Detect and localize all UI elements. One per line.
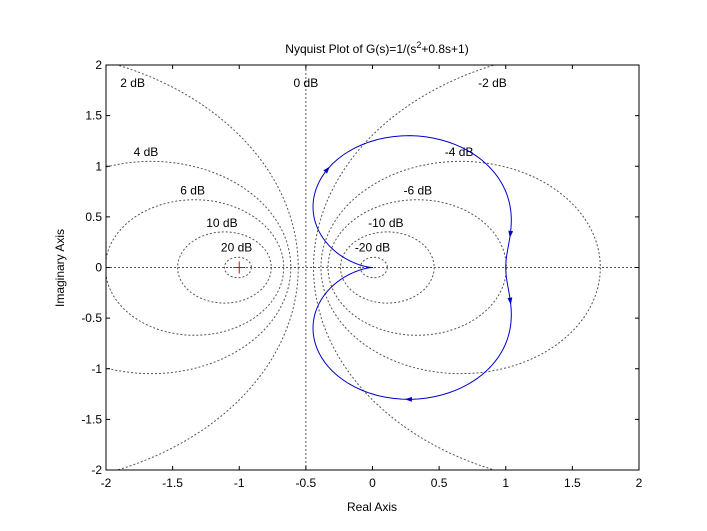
- x-tick-label: 2: [636, 476, 643, 490]
- m-circle-labels: 2 dB 0 dB -2 dB 4 dB -4 dB 6 dB -6 dB 10 dB -10 …: [120, 76, 506, 254]
- m-circle-label: 6 dB: [180, 184, 205, 198]
- direction-arrow: [507, 297, 513, 305]
- y-tick-label: -2: [91, 463, 102, 477]
- direction-arrow: [404, 396, 412, 402]
- y-axis-label: Imaginary Axis: [53, 229, 67, 307]
- chart-title: Nyquist Plot of G(s)=1/(s2+0.8s+1): [285, 40, 468, 56]
- nyquist-curve-layer: [312, 135, 514, 402]
- x-tick-label: -0.5: [296, 476, 317, 490]
- m-circle-grid: [106, 65, 639, 470]
- m-circle-label: 10 dB: [206, 216, 237, 230]
- x-tick-label: 0.5: [431, 476, 448, 490]
- direction-arrow: [508, 230, 514, 239]
- m-circle: [320, 160, 601, 375]
- x-tick-label: -2: [101, 476, 112, 490]
- y-tick-label: -0.5: [81, 311, 102, 325]
- nyquist-curve: [312, 135, 512, 400]
- m-circle-label: 0 dB: [294, 76, 319, 90]
- m-circle-label: 20 dB: [221, 240, 252, 254]
- m-circle-label: 2 dB: [120, 76, 145, 90]
- m-circle-label: 4 dB: [134, 145, 159, 159]
- y-tick-label: 1.5: [85, 109, 102, 123]
- m-circle-label: -6 dB: [403, 184, 432, 198]
- y-tick-label: 2: [95, 58, 102, 72]
- m-circle-label: -20 dB: [355, 240, 390, 254]
- x-tick-label: 1.5: [564, 476, 581, 490]
- m-circle-label: -2 dB: [478, 76, 507, 90]
- x-tick-label: -1.5: [162, 476, 183, 490]
- m-circle: [313, 65, 497, 470]
- x-axis-label: Real Axis: [347, 500, 397, 514]
- m-circle-label: -10 dB: [368, 216, 403, 230]
- y-tick-label: -1: [91, 362, 102, 376]
- critical-point-layer: [233, 261, 246, 274]
- y-tick-label: 1: [95, 159, 102, 173]
- x-tick-label: 0: [369, 476, 376, 490]
- x-tick-label: 1: [502, 476, 509, 490]
- axis-ticks: -2 -1.5 -1 -0.5 0 0.5 1 1.5 2 -2 -1.5 -1 -0.5 0 0.5 1 1.…: [81, 58, 642, 490]
- m-circle-label: -4 dB: [445, 145, 474, 159]
- y-tick-label: -1.5: [81, 412, 102, 426]
- x-tick-label: -1: [234, 476, 245, 490]
- y-tick-label: 0.5: [85, 210, 102, 224]
- direction-arrow: [323, 166, 330, 174]
- y-tick-label: 0: [95, 261, 102, 275]
